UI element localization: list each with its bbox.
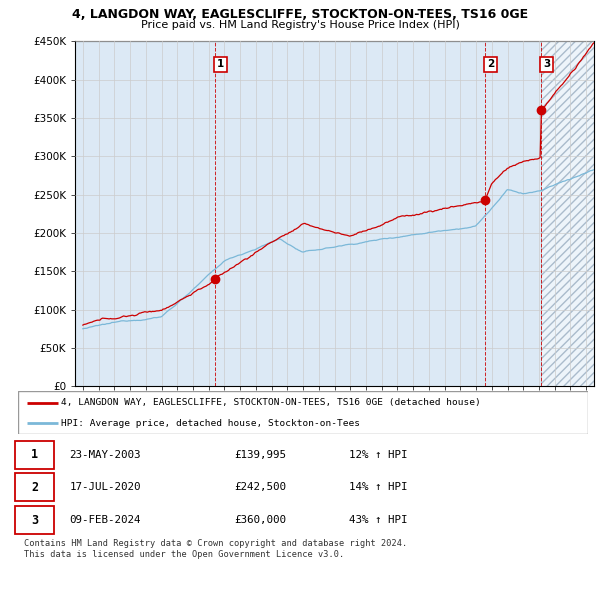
FancyBboxPatch shape: [15, 473, 54, 501]
Text: £242,500: £242,500: [235, 483, 287, 492]
Text: HPI: Average price, detached house, Stockton-on-Tees: HPI: Average price, detached house, Stoc…: [61, 418, 360, 428]
Text: 3: 3: [543, 60, 550, 69]
FancyBboxPatch shape: [15, 441, 54, 468]
Bar: [541, 41, 600, 386]
Text: 17-JUL-2020: 17-JUL-2020: [70, 483, 141, 492]
Text: 12% ↑ HPI: 12% ↑ HPI: [349, 450, 407, 460]
Text: 2: 2: [487, 60, 494, 69]
Text: 1: 1: [217, 60, 224, 69]
Text: 23-MAY-2003: 23-MAY-2003: [70, 450, 141, 460]
Text: Price paid vs. HM Land Registry's House Price Index (HPI): Price paid vs. HM Land Registry's House …: [140, 20, 460, 30]
Text: 3: 3: [31, 513, 38, 526]
Text: £360,000: £360,000: [235, 515, 287, 525]
FancyBboxPatch shape: [15, 506, 54, 534]
Bar: [541, 41, 600, 386]
Text: £139,995: £139,995: [235, 450, 287, 460]
Text: 14% ↑ HPI: 14% ↑ HPI: [349, 483, 407, 492]
Text: 4, LANGDON WAY, EAGLESCLIFFE, STOCKTON-ON-TEES, TS16 0GE (detached house): 4, LANGDON WAY, EAGLESCLIFFE, STOCKTON-O…: [61, 398, 481, 407]
Text: 43% ↑ HPI: 43% ↑ HPI: [349, 515, 407, 525]
Text: 1: 1: [31, 448, 38, 461]
Text: 4, LANGDON WAY, EAGLESCLIFFE, STOCKTON-ON-TEES, TS16 0GE: 4, LANGDON WAY, EAGLESCLIFFE, STOCKTON-O…: [72, 8, 528, 21]
Text: Contains HM Land Registry data © Crown copyright and database right 2024.
This d: Contains HM Land Registry data © Crown c…: [24, 539, 407, 559]
Text: 09-FEB-2024: 09-FEB-2024: [70, 515, 141, 525]
Text: 2: 2: [31, 481, 38, 494]
